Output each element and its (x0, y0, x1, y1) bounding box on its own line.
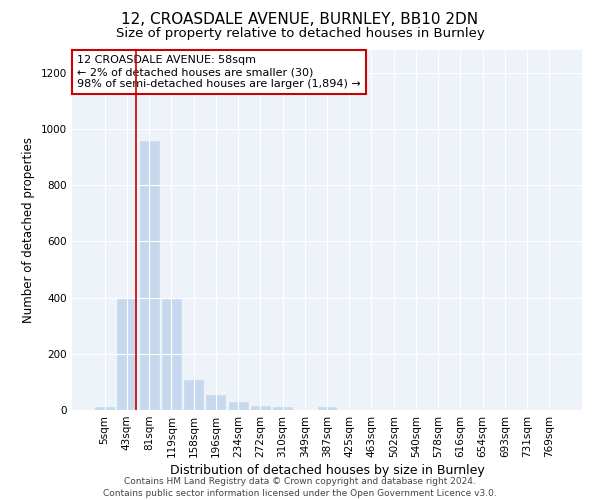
Text: Contains HM Land Registry data © Crown copyright and database right 2024.
Contai: Contains HM Land Registry data © Crown c… (103, 476, 497, 498)
Text: 12 CROASDALE AVENUE: 58sqm
← 2% of detached houses are smaller (30)
98% of semi-: 12 CROASDALE AVENUE: 58sqm ← 2% of detac… (77, 56, 361, 88)
Bar (95, 406, 114, 410)
Bar (162, 300, 181, 410)
Text: Size of property relative to detached houses in Burnley: Size of property relative to detached ho… (116, 28, 484, 40)
Bar (317, 406, 337, 410)
Text: 12, CROASDALE AVENUE, BURNLEY, BB10 2DN: 12, CROASDALE AVENUE, BURNLEY, BB10 2DN (121, 12, 479, 28)
Bar (118, 298, 136, 410)
Bar (273, 407, 292, 410)
Bar (251, 406, 270, 410)
Bar (140, 142, 158, 410)
Y-axis label: Number of detached properties: Number of detached properties (22, 137, 35, 323)
Bar (184, 380, 203, 410)
X-axis label: Distribution of detached houses by size in Burnley: Distribution of detached houses by size … (170, 464, 484, 477)
Bar (229, 402, 248, 410)
Bar (206, 394, 225, 410)
